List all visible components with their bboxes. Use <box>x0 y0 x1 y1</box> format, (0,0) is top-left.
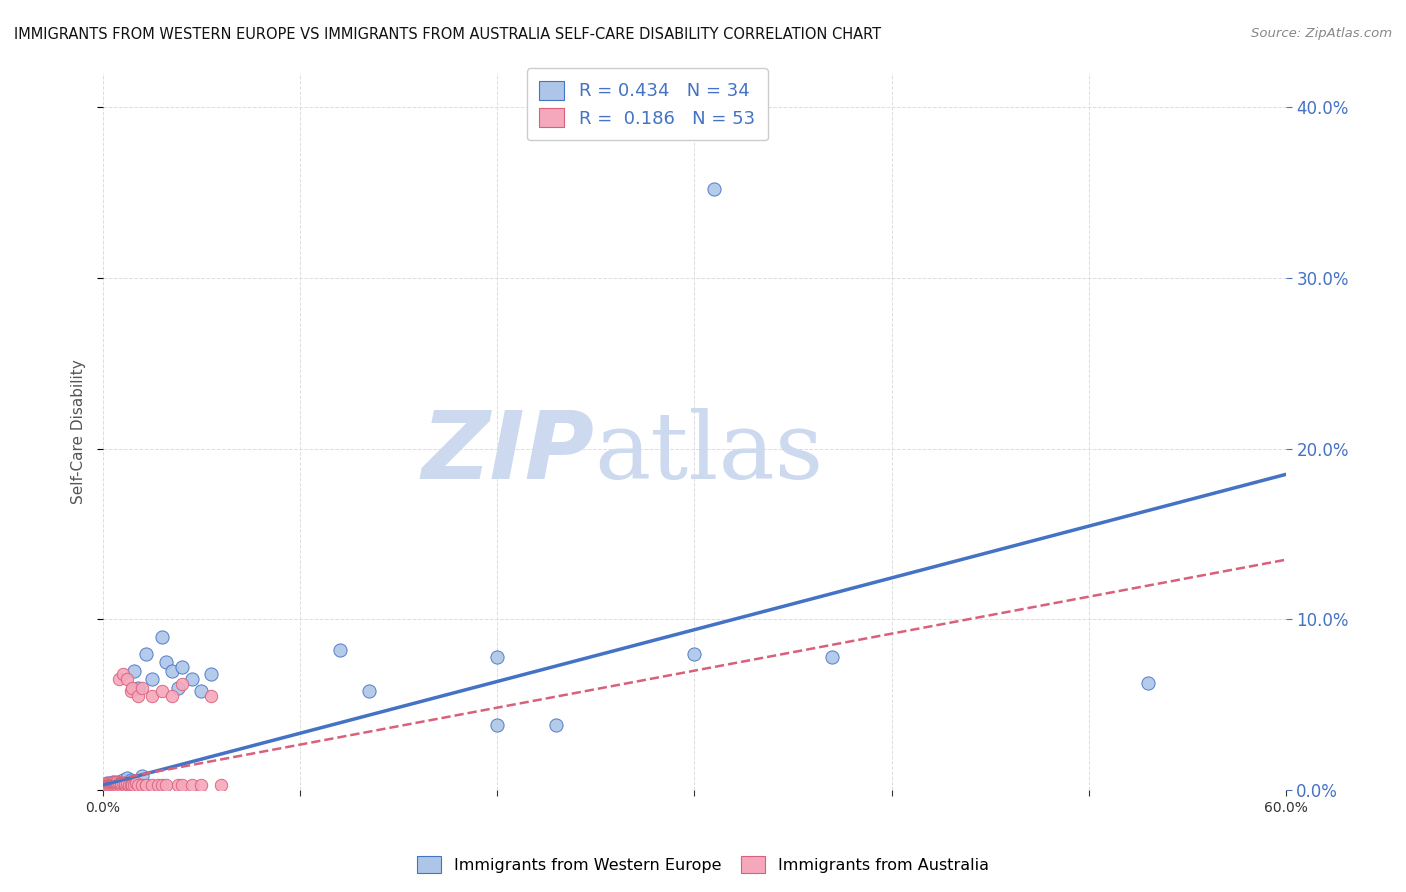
Point <box>101 774 124 789</box>
Point <box>97 778 120 792</box>
Point <box>105 778 128 792</box>
Point <box>117 778 139 792</box>
Point <box>1136 675 1159 690</box>
Point <box>135 778 157 792</box>
Point <box>150 778 173 792</box>
Point <box>107 776 129 790</box>
Point <box>180 672 202 686</box>
Point <box>546 718 568 732</box>
Point <box>170 778 193 792</box>
Point <box>100 776 122 790</box>
Point <box>101 774 124 789</box>
Point <box>146 778 169 792</box>
Point <box>107 776 129 790</box>
Point <box>100 778 122 792</box>
Point <box>131 681 153 695</box>
Point <box>155 655 177 669</box>
Point <box>101 778 124 792</box>
Point <box>104 774 127 789</box>
Point <box>170 677 193 691</box>
Point <box>135 647 157 661</box>
Point <box>94 778 117 792</box>
Point <box>94 778 117 792</box>
Point <box>104 776 127 790</box>
Point <box>135 778 157 792</box>
Legend: Immigrants from Western Europe, Immigrants from Australia: Immigrants from Western Europe, Immigran… <box>411 849 995 880</box>
Point <box>190 684 212 698</box>
Point <box>127 681 149 695</box>
Point <box>150 684 173 698</box>
Point <box>111 667 134 681</box>
Point <box>166 778 188 792</box>
Point <box>141 690 163 704</box>
Text: ZIP: ZIP <box>420 407 593 500</box>
Point <box>141 672 163 686</box>
Point <box>104 778 127 792</box>
Point <box>115 672 138 686</box>
Point <box>124 778 146 792</box>
Point <box>127 778 149 792</box>
Point <box>328 643 350 657</box>
Point <box>115 771 138 785</box>
Point <box>486 718 509 732</box>
Point <box>111 776 134 790</box>
Point <box>160 690 183 704</box>
Point <box>105 776 128 790</box>
Text: Source: ZipAtlas.com: Source: ZipAtlas.com <box>1251 27 1392 40</box>
Point <box>170 660 193 674</box>
Point <box>120 778 142 792</box>
Point <box>486 650 509 665</box>
Y-axis label: Self-Care Disability: Self-Care Disability <box>72 359 86 504</box>
Point <box>131 770 153 784</box>
Point <box>105 774 128 789</box>
Point <box>190 778 212 792</box>
Point <box>121 778 143 792</box>
Point <box>110 776 132 790</box>
Point <box>180 778 202 792</box>
Point <box>114 776 136 790</box>
Point <box>160 664 183 678</box>
Point <box>359 684 381 698</box>
Point <box>141 778 163 792</box>
Point <box>127 690 149 704</box>
Point <box>125 776 148 790</box>
Point <box>131 778 153 792</box>
Point <box>101 776 124 790</box>
Point <box>150 630 173 644</box>
Text: atlas: atlas <box>593 409 823 499</box>
Point <box>155 778 177 792</box>
Point <box>209 778 232 792</box>
Point <box>100 776 122 790</box>
Point <box>96 776 118 790</box>
Point <box>97 778 120 792</box>
Point <box>104 776 127 790</box>
Point <box>111 772 134 787</box>
Point <box>200 667 222 681</box>
Point <box>110 774 132 789</box>
Point <box>115 776 138 790</box>
Point <box>114 778 136 792</box>
Point <box>703 182 725 196</box>
Point <box>683 647 706 661</box>
Point <box>200 690 222 704</box>
Point <box>96 778 118 792</box>
Legend: R = 0.434   N = 34, R =  0.186   N = 53: R = 0.434 N = 34, R = 0.186 N = 53 <box>526 68 768 140</box>
Point <box>120 772 142 787</box>
Text: IMMIGRANTS FROM WESTERN EUROPE VS IMMIGRANTS FROM AUSTRALIA SELF-CARE DISABILITY: IMMIGRANTS FROM WESTERN EUROPE VS IMMIGR… <box>14 27 882 42</box>
Point <box>120 684 142 698</box>
Point <box>97 776 120 790</box>
Point <box>124 664 146 678</box>
Point <box>96 776 118 790</box>
Point <box>110 778 132 792</box>
Point <box>107 672 129 686</box>
Point <box>166 681 188 695</box>
Point <box>105 774 128 789</box>
Point <box>821 650 844 665</box>
Point <box>121 681 143 695</box>
